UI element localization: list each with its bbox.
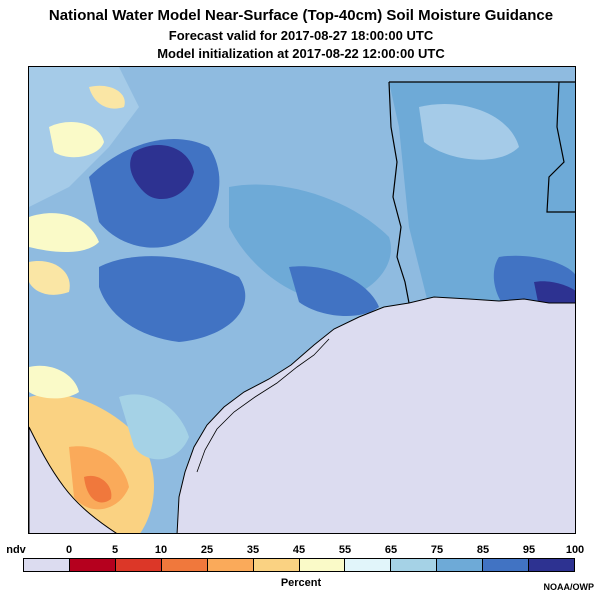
mexico-region xyxy=(29,426,117,533)
wet-coast-dark xyxy=(289,266,379,317)
map-title: National Water Model Near-Surface (Top-4… xyxy=(48,7,554,24)
colorbar-units-label: Percent xyxy=(280,577,322,589)
land-ne-light xyxy=(419,103,519,160)
colorbar-tick-label: 10 xyxy=(154,544,168,556)
colorbar-tick-label: 100 xyxy=(565,544,585,556)
light-band-sw xyxy=(119,394,189,460)
colorbar-segment xyxy=(391,559,438,571)
dry-region-sw-light xyxy=(29,365,79,399)
colorbar-tick-label: 75 xyxy=(430,544,444,556)
colorbar-segment xyxy=(437,559,484,571)
colorbar xyxy=(23,558,575,572)
gulf-of-mexico xyxy=(176,296,575,533)
colorbar-tick-label: 65 xyxy=(384,544,398,556)
colorbar-tick-label: 5 xyxy=(111,544,119,556)
dry-patch-nw xyxy=(49,122,104,158)
colorbar-segment xyxy=(115,559,162,571)
colorbar-segment xyxy=(529,559,575,571)
state-border-la-ms xyxy=(546,81,575,213)
colorbar-segment xyxy=(69,559,116,571)
credit-label: NOAA/OWP xyxy=(543,582,595,592)
wet-band-east xyxy=(229,184,391,302)
dry-patch-w xyxy=(29,213,99,252)
colorbar-tick-label: 45 xyxy=(292,544,306,556)
soil-moisture-map xyxy=(28,66,576,534)
colorbar-segment xyxy=(253,559,300,571)
colorbar-segment xyxy=(161,559,208,571)
colorbar-segment xyxy=(24,559,70,571)
colorbar-segment xyxy=(299,559,346,571)
state-border-tx-la xyxy=(388,81,410,304)
dry-patch-nw2 xyxy=(89,85,125,109)
wet-core-darkest xyxy=(130,144,194,200)
dry-region-sw-red xyxy=(84,475,112,503)
colorbar-tick-label: 85 xyxy=(476,544,490,556)
colorbar-tick-label: 95 xyxy=(522,544,536,556)
colorbar-tick-label: 25 xyxy=(200,544,214,556)
barrier-islands xyxy=(196,338,330,473)
colorbar-segment xyxy=(483,559,530,571)
model-initialization-time: Model initialization at 2017-08-22 12:00… xyxy=(157,46,445,61)
forecast-valid-time: Forecast valid for 2017-08-27 18:00:00 U… xyxy=(168,28,434,43)
dry-patch-w2 xyxy=(29,261,70,295)
colorbar-tick-label: 55 xyxy=(338,544,352,556)
colorbar-segment xyxy=(207,559,254,571)
colorbar-tick-label: 35 xyxy=(246,544,260,556)
wet-band-south xyxy=(99,256,246,342)
colorbar-segment xyxy=(345,559,392,571)
colorbar-nodata-label: ndv xyxy=(6,544,26,556)
colorbar-tick-label: 0 xyxy=(65,544,73,556)
